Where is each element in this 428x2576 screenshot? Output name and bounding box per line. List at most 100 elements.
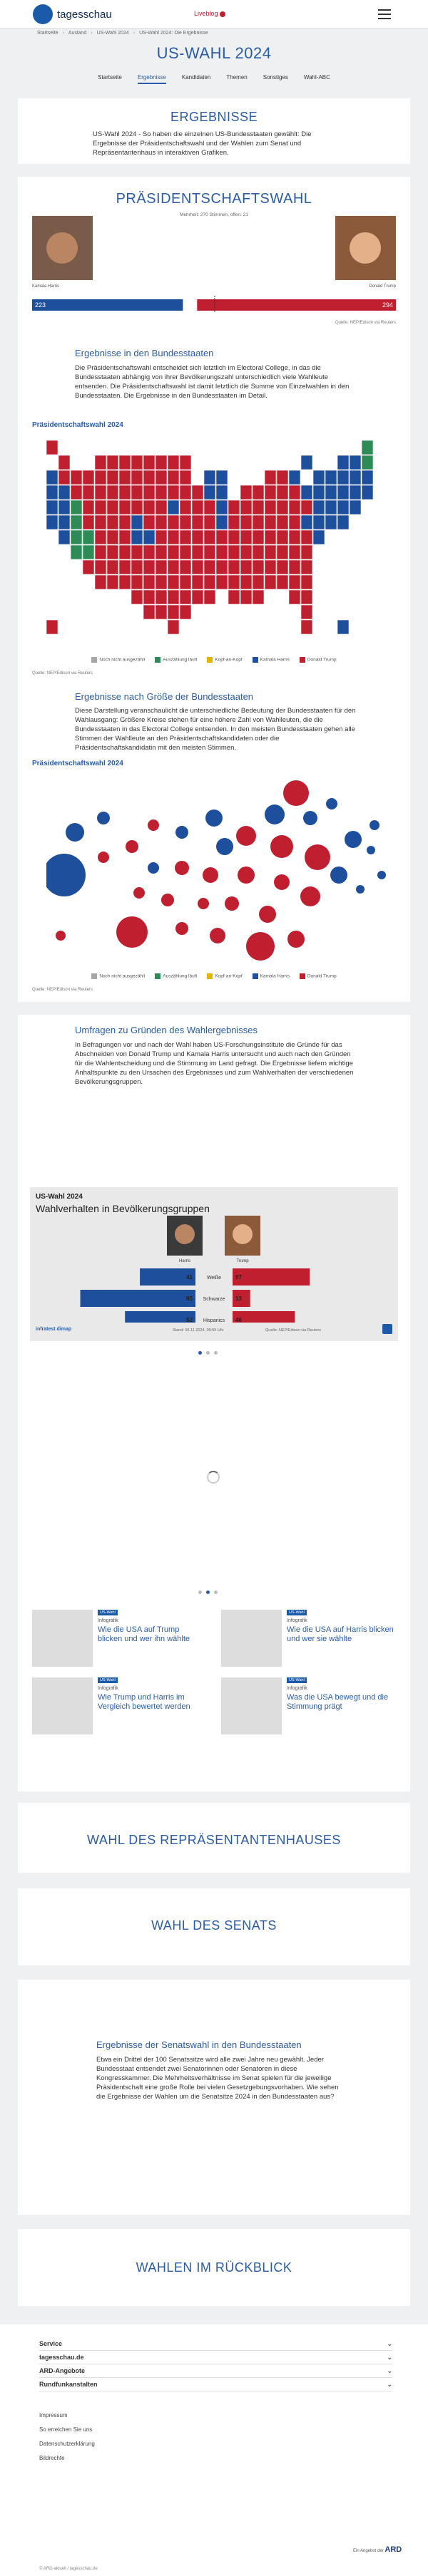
teaser[interactable]: US-Wahl Infografik Wie die USA auf Harris …: [221, 1610, 396, 1667]
teaser[interactable]: US-Wahl Infografik Wie die USA auf Trump b…: [32, 1610, 207, 1667]
state-bubble: [300, 886, 320, 906]
logo[interactable]: tagesschau: [57, 9, 112, 21]
value-label: 52: [186, 1317, 193, 1323]
logo-icon[interactable]: [33, 4, 53, 24]
crumb[interactable]: Ausland: [68, 31, 87, 36]
heading[interactable]: WAHLEN IM RÜCKBLICK: [136, 2260, 292, 2275]
footer-section[interactable]: Service ⌄: [39, 2337, 392, 2351]
group-label: Weiße: [207, 1276, 221, 1281]
footer-link[interactable]: Datenschutzerklärung: [39, 2441, 95, 2447]
state-tile: [143, 500, 156, 515]
state-tile: [155, 544, 168, 560]
value-label: 85: [186, 1295, 193, 1302]
value-label: 13: [235, 1295, 242, 1302]
crumb[interactable]: US-Wahl 2024: [96, 31, 129, 36]
nav-tab[interactable]: Ergebnisse: [137, 74, 166, 84]
dot[interactable]: [198, 1351, 202, 1355]
state-bubble: [56, 931, 66, 941]
state-tile: [191, 589, 204, 605]
source: Quelle: NEP/Edison via Reuters: [335, 321, 396, 325]
state-tile: [288, 574, 301, 590]
teaser-image: [32, 1610, 93, 1667]
logo-icon: [382, 1324, 392, 1334]
value-label: 57: [235, 1274, 242, 1281]
heading[interactable]: WAHL DES REPRÄSENTANTENHAUSES: [87, 1833, 341, 1847]
state-tile: [58, 500, 71, 515]
footer-link[interactable]: So erreichen Sie uns: [39, 2426, 93, 2433]
state-tile: [240, 574, 253, 590]
state-tile: [82, 470, 95, 485]
heading[interactable]: WAHL DES SENATS: [151, 1918, 277, 1933]
nav-tab[interactable]: Kandidaten: [181, 74, 211, 81]
state-tile: [288, 514, 301, 530]
state-tile: [252, 514, 265, 530]
state-tile: [131, 574, 143, 590]
teaser[interactable]: US-Wahl Infografik Wie Trump und Harris im…: [32, 1677, 207, 1734]
state-tile: [215, 574, 228, 590]
legend-label: Kamala Harris: [260, 657, 290, 663]
legend-item: Donald Trump: [299, 973, 337, 979]
legend-item: Noch nicht ausgezählt: [91, 973, 145, 979]
group-bar: [233, 1311, 295, 1323]
state-tile: [300, 604, 313, 620]
dot[interactable]: [214, 1351, 218, 1355]
ard-logo[interactable]: ARD: [384, 2545, 402, 2554]
dot[interactable]: [198, 1590, 202, 1594]
dot[interactable]: [214, 1590, 218, 1594]
swatch: [207, 657, 213, 663]
state-bubble: [116, 916, 148, 948]
state-tile: [215, 544, 228, 560]
state-tile: [349, 455, 362, 470]
state-tile: [203, 559, 216, 575]
ard-note: Ein Angebot der ARD: [353, 2545, 402, 2554]
nav-tab[interactable]: Startseite: [98, 74, 122, 81]
review-box: WAHLEN IM RÜCKBLICK: [18, 2229, 410, 2306]
teaser-title[interactable]: Wie Trump und Harris im Vergleich bewert…: [98, 1693, 190, 1711]
teaser-title[interactable]: Wie die USA auf Trump blicken und wer ih…: [98, 1625, 190, 1643]
legend-item: Auszählung läuft: [155, 657, 197, 663]
footer-links: Impressum So erreichen Sie uns Datenschutz…: [39, 2409, 253, 2466]
state-tile: [276, 514, 289, 530]
chevron: ⌄: [387, 2366, 392, 2374]
state-bubble: [238, 867, 255, 884]
group-label: Hispanics: [203, 1318, 225, 1323]
state-tile: [276, 544, 289, 560]
teaser[interactable]: US-Wahl Infografik Was die USA bewegt und …: [221, 1677, 396, 1734]
section-label: ARD-Angebote: [39, 2367, 85, 2374]
liveblog-link[interactable]: Liveblog: [194, 10, 226, 17]
nav-tab[interactable]: Sonstiges: [263, 74, 288, 81]
state-tile: [106, 559, 119, 575]
footer-section[interactable]: Rundfunkanstalten ⌄: [39, 2378, 392, 2391]
state-tile: [94, 544, 107, 560]
state-tile: [300, 514, 313, 530]
nav-tab[interactable]: Wahl-ABC: [303, 74, 330, 81]
legend-label: Kopf-an-Kopf: [215, 657, 243, 663]
footer-section[interactable]: ARD-Angebote ⌄: [39, 2364, 392, 2378]
state-tile: [70, 514, 83, 530]
swatch: [91, 973, 98, 979]
state-tile: [143, 559, 156, 575]
nav-tab[interactable]: Themen: [226, 74, 248, 81]
menu-button[interactable]: [378, 9, 391, 19]
dot[interactable]: [206, 1590, 210, 1594]
state-tile: [143, 574, 156, 590]
teaser-title[interactable]: Was die USA bewegt und die Stimmung präg…: [287, 1693, 389, 1711]
state-tile: [312, 485, 325, 500]
footer-link[interactable]: Impressum: [39, 2412, 68, 2419]
state-bubble: [46, 854, 86, 896]
state-tile: [264, 485, 277, 500]
photo-face: [175, 1224, 195, 1244]
legend-label: Auszählung läuft: [163, 973, 198, 979]
footer-link[interactable]: Bildrechte: [39, 2455, 65, 2461]
liveblog-label[interactable]: Liveblog: [194, 10, 218, 17]
state-tile: [191, 544, 204, 560]
state-tile: [252, 559, 265, 575]
state-tile: [276, 470, 289, 485]
polls-box: Umfragen zu Gründen des Wahlergebnisses …: [18, 1015, 410, 1791]
dot[interactable]: [206, 1351, 210, 1355]
state-tile: [118, 455, 131, 470]
crumb[interactable]: US-Wahl 2024: Die Ergebnisse: [139, 31, 208, 36]
teaser-title[interactable]: Wie die USA auf Harris blicken und wer s…: [287, 1625, 394, 1643]
crumb[interactable]: Startseite: [37, 31, 58, 36]
footer-section[interactable]: tagesschau.de ⌄: [39, 2351, 392, 2364]
